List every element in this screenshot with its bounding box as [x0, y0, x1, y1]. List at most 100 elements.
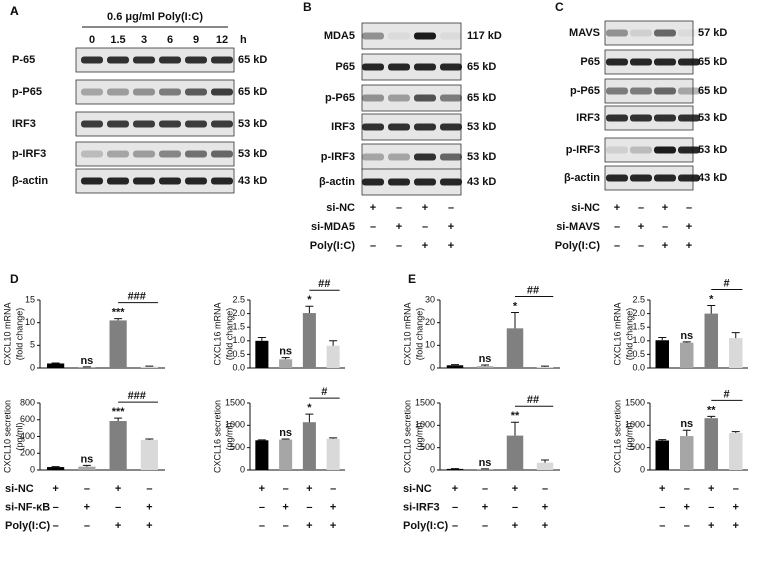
treatment-sign: + — [662, 240, 668, 252]
treatment-label: si-MDA5 — [311, 221, 355, 233]
significance-label: ns — [479, 353, 492, 365]
y-tick-label: 0.0 — [632, 362, 645, 372]
error-bar — [114, 417, 123, 422]
treatment-label: Poly(I:C) — [5, 520, 51, 532]
blot-band — [362, 123, 384, 131]
error-bar — [707, 415, 716, 419]
significance-label: ** — [511, 410, 520, 422]
bar — [302, 313, 316, 368]
blot-band — [388, 153, 410, 161]
treatment-sign: – — [259, 501, 265, 513]
blot-band — [606, 114, 628, 122]
treatment-sign: + — [448, 240, 454, 252]
blot-band — [211, 120, 233, 128]
blot-size-label: 53 kD — [467, 151, 496, 163]
blot-size-label: 53 kD — [467, 121, 496, 133]
blot-row-label: MDA5 — [324, 30, 355, 42]
blot-band — [630, 29, 652, 37]
bar — [536, 366, 554, 368]
error-bar — [481, 364, 489, 367]
bar — [536, 462, 554, 470]
blot-band — [107, 56, 129, 64]
y-tick-label: 0.5 — [232, 349, 245, 359]
treatment-sign: – — [396, 240, 402, 252]
y-tick-label: 500 — [630, 442, 645, 452]
y-tick-label: 1.5 — [232, 322, 245, 332]
bar — [109, 320, 127, 368]
blot-band — [414, 123, 436, 131]
lane-label: 0 — [89, 34, 95, 46]
y-tick-label: 10 — [425, 340, 435, 350]
bar — [446, 365, 464, 368]
treatment-sign: – — [53, 520, 59, 532]
treatment-sign: + — [659, 483, 665, 495]
blot-band — [678, 146, 700, 154]
blot-band — [630, 58, 652, 66]
blot-band — [159, 120, 181, 128]
significance-label: ns — [80, 453, 93, 465]
treatment-sign: – — [662, 221, 668, 233]
treatment-sign: – — [422, 221, 428, 233]
blot-strip — [361, 22, 462, 50]
treatment-header: 0.6 μg/ml Poly(I:C) — [107, 11, 203, 23]
significance-label: * — [307, 294, 312, 306]
y-tick-label: 20 — [425, 317, 435, 327]
y-tick-label: 200 — [20, 448, 35, 458]
blot-band — [678, 58, 700, 66]
treatment-sign: + — [512, 483, 518, 495]
y-axis-label: (pg/ml) — [624, 422, 634, 450]
blot-band — [440, 94, 462, 102]
y-tick-label: 1000 — [415, 420, 435, 430]
y-axis-label: CXCL10 secretion — [2, 400, 12, 473]
bracket-label: ## — [318, 278, 330, 290]
y-tick-label: 0 — [430, 362, 435, 372]
bar — [109, 421, 127, 470]
blot-size-label: 65 kD — [238, 54, 267, 66]
error-bar — [682, 341, 691, 343]
treatment-sign: + — [282, 501, 288, 513]
error-bar — [541, 365, 549, 367]
panel-label: A — [10, 4, 19, 18]
y-tick-label: 1000 — [225, 420, 245, 430]
bar — [78, 367, 96, 368]
treatment-sign: + — [684, 501, 690, 513]
bar — [302, 422, 316, 470]
y-axis-label: (pg/ml) — [414, 422, 424, 450]
y-tick-label: 600 — [20, 414, 35, 424]
bar — [704, 418, 718, 470]
y-tick-label: 0 — [30, 362, 35, 372]
treatment-sign: + — [396, 221, 402, 233]
treatment-sign: – — [452, 520, 458, 532]
blot-band — [107, 150, 129, 158]
blot-size-label: 53 kD — [238, 148, 267, 160]
y-tick-label: 500 — [230, 442, 245, 452]
treatment-sign: + — [452, 483, 458, 495]
blot-band — [159, 177, 181, 185]
blot-band — [414, 94, 436, 102]
y-axis-label: (pg/ml) — [14, 422, 24, 450]
treatment-sign: – — [259, 520, 265, 532]
treatment-sign: – — [659, 520, 665, 532]
blot-size-label: 65 kD — [467, 92, 496, 104]
error-bar — [281, 438, 290, 440]
treatment-sign: – — [659, 501, 665, 513]
blot-band — [211, 56, 233, 64]
treatment-label: si-NC — [5, 483, 34, 495]
blot-band — [414, 153, 436, 161]
blot-band — [388, 178, 410, 186]
treatment-label: si-NC — [326, 202, 355, 214]
blot-size-label: 53 kD — [698, 144, 727, 156]
treatment-label: si-NF-κB — [5, 501, 50, 513]
bracket-label: ### — [128, 390, 146, 402]
error-bar — [541, 459, 549, 463]
y-tick-label: 1.0 — [632, 335, 645, 345]
bar — [47, 467, 65, 470]
lane-label: 6 — [167, 34, 173, 46]
panel-label: B — [303, 0, 312, 14]
significance-label: ** — [707, 404, 716, 416]
treatment-sign: – — [146, 483, 152, 495]
y-axis-label: (fold change) — [224, 308, 234, 361]
treatment-sign: – — [684, 520, 690, 532]
blot-band — [606, 146, 628, 154]
